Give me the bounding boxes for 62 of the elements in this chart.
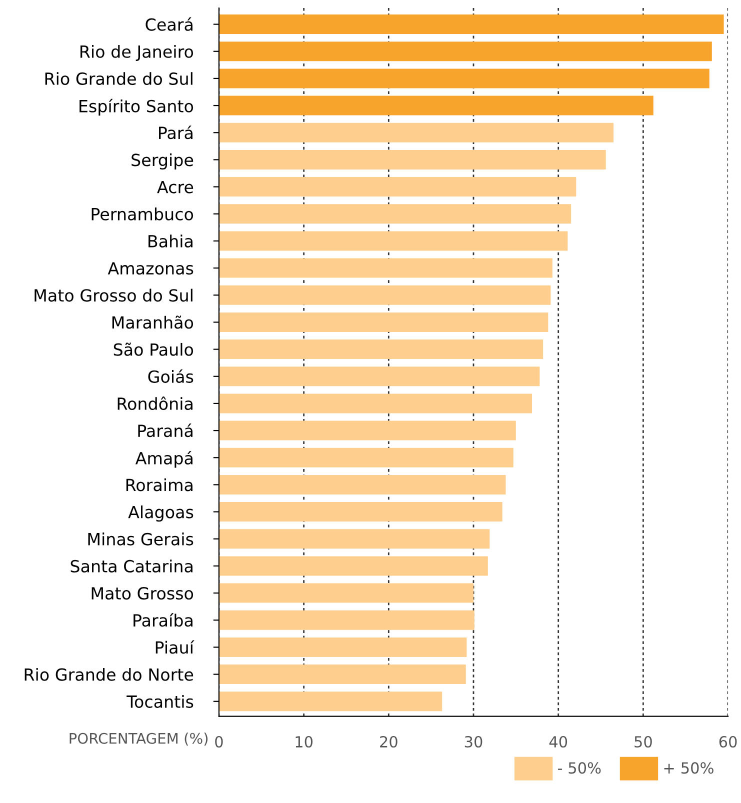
y-tick-label: São Paulo [114, 342, 194, 356]
y-tick-label: Pernambuco [92, 208, 194, 220]
bar [218, 340, 544, 360]
bar [218, 474, 506, 494]
bar [218, 68, 710, 88]
bar [218, 448, 514, 468]
bar [218, 610, 474, 630]
y-tick-label: Espírito Santo [80, 98, 194, 116]
bar [218, 583, 474, 603]
x-tick-label: 60 [719, 736, 737, 748]
y-tick-label: Roraima [126, 478, 192, 492]
y-tick-label: Paraná [138, 424, 192, 438]
y-tick-label: Pará [159, 126, 192, 140]
bar [218, 42, 712, 62]
y-tick-label: Rondônia [118, 396, 192, 410]
bar [218, 285, 551, 305]
bar [218, 502, 502, 522]
x-tick-label: 40 [549, 736, 568, 748]
bar [218, 258, 552, 278]
y-tick-label: Paraíba [134, 613, 192, 627]
bar [218, 664, 466, 684]
bar [218, 14, 724, 34]
x-tick-label: 0 [215, 736, 223, 748]
bar [218, 177, 576, 197]
bar [218, 394, 532, 414]
bar [218, 420, 516, 440]
y-tick-label: Goiás [148, 369, 194, 383]
y-tick-label: Tocantis [126, 695, 194, 708]
bar [218, 96, 654, 116]
bar [218, 366, 540, 386]
x-axis-title: PORCENTAGEM (%) [70, 732, 208, 746]
legend-label: - 50% [558, 762, 601, 774]
bar [218, 231, 568, 251]
y-tick-label: Rio de Janeiro [80, 45, 194, 62]
y-tick-label: Bahia [148, 234, 192, 248]
y-tick-label: Maranhão [112, 316, 194, 329]
x-tick-label: 20 [380, 736, 398, 748]
bar [218, 692, 442, 712]
x-tick-label: 30 [464, 736, 482, 748]
legend-label: + 50% [664, 762, 714, 774]
x-tick-label: 10 [296, 736, 313, 748]
bar [218, 529, 490, 549]
y-tick-label: Piauí [156, 640, 194, 654]
bar [218, 122, 614, 142]
y-tick-label: Rio Grande do Sul [45, 72, 192, 86]
y-tick-label: Mato Grosso [92, 587, 194, 600]
bar [218, 637, 467, 657]
bar [218, 556, 488, 576]
y-tick-label: Santa Catarina [70, 560, 192, 573]
y-tick-label: Amapá [135, 450, 192, 468]
y-tick-label: Minas Gerais [88, 532, 194, 546]
x-tick-label: 50 [634, 736, 652, 748]
y-tick-label: Alagoas [128, 505, 194, 522]
bar [218, 312, 548, 332]
y-tick-label: Sergipe [132, 153, 194, 170]
y-tick-label: Acre [157, 180, 194, 194]
y-tick-label: Ceará [146, 17, 192, 31]
y-tick-label: Amazonas [108, 262, 194, 275]
y-tick-label: Mato Grosso do Sul [34, 288, 192, 302]
y-tick-label: Rio Grande do Norte [24, 668, 194, 681]
bar [218, 204, 572, 224]
bar [218, 150, 606, 170]
